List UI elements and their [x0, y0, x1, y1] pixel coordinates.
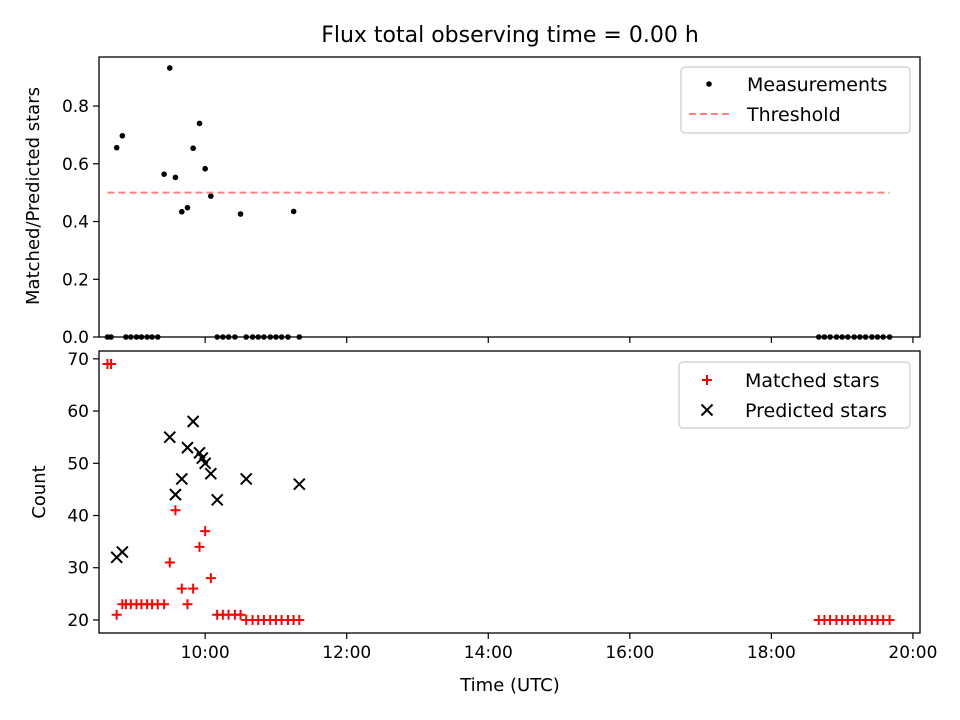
measurement-point	[202, 165, 208, 172]
matched-star-point	[188, 583, 199, 594]
matched-star-point	[235, 609, 246, 620]
y-tick-label: 0.8	[62, 97, 89, 117]
matched-star-point	[294, 614, 305, 625]
matched-star-point	[200, 526, 211, 537]
measurement-point	[119, 133, 126, 139]
bottom-panel: 20 30 40 50 60 70 10:00 12:00 14:00 16:00 18:00 20:…	[67, 350, 937, 663]
matched-star-point	[884, 614, 895, 625]
matched-star-point	[159, 599, 170, 610]
predicted-star-point	[204, 467, 218, 480]
measurement-point	[172, 174, 179, 181]
predicted-star-point	[186, 415, 200, 428]
matched-star-point	[182, 599, 193, 610]
measurement-point	[237, 211, 244, 217]
y-tick-label: 30	[67, 559, 89, 579]
y-tick-label: 0.2	[62, 270, 89, 290]
predicted-star-point	[163, 430, 176, 444]
x-tick-label: 10:00	[181, 643, 230, 663]
legend-box	[678, 361, 911, 429]
bottom-x-axis-label: Time (UTC)	[459, 675, 560, 696]
x-tick-label: 14:00	[464, 643, 513, 663]
y-tick-label: 60	[67, 402, 89, 422]
predicted-star-point	[181, 441, 194, 454]
predicted-star-point	[175, 472, 189, 486]
top-panel: 0.0 0.2 0.4 0.6 0.8 Measurements Threshold	[62, 56, 921, 348]
matched-star-point	[164, 557, 175, 568]
legend-predicted-marker	[700, 403, 714, 417]
y-tick-label: 20	[67, 611, 89, 631]
x-tick-label: 16:00	[605, 643, 654, 663]
matched-star-point	[176, 583, 187, 594]
y-tick-label: 0.4	[62, 213, 89, 233]
predicted-star-point	[198, 457, 212, 470]
matched-star-point	[194, 541, 205, 552]
figure-title: Flux total observing time = 0.00 h	[321, 23, 699, 48]
legend-label: Matched stars	[745, 370, 879, 392]
measurement-point	[290, 208, 297, 215]
y-tick-label: 40	[67, 507, 89, 527]
x-tick-label: 12:00	[322, 643, 371, 663]
legend-matched-marker	[702, 375, 712, 385]
legend-label: Predicted stars	[745, 400, 887, 422]
y-tick-label: 50	[67, 454, 89, 474]
y-tick-label: 70	[67, 350, 89, 370]
matched-star-point	[205, 573, 216, 584]
predicted-star-point	[169, 488, 182, 501]
measurement-point	[179, 208, 185, 215]
measurement-point	[208, 193, 214, 199]
matched-star-point	[111, 609, 122, 620]
legend-box	[680, 66, 911, 134]
predicted-star-point	[240, 472, 253, 486]
predicted-star-point	[116, 545, 129, 559]
y-tick-label: 0.0	[62, 328, 89, 348]
matched-star-point	[106, 359, 117, 370]
axes-frame	[98, 56, 921, 338]
measurement-point	[113, 144, 120, 151]
legend-label: Measurements	[747, 74, 887, 96]
predicted-star-point	[293, 477, 306, 491]
measurement-point	[196, 120, 203, 127]
y-tick-label: 0.6	[62, 155, 89, 175]
x-tick-label: 18:00	[747, 643, 796, 663]
top-y-axis-label: Matched/Predicted stars	[23, 87, 44, 305]
measurement-point	[190, 145, 196, 152]
x-tick-label: 20:00	[888, 643, 937, 663]
measurement-point	[161, 171, 167, 177]
axes-frame	[98, 350, 921, 634]
measurement-point	[184, 204, 191, 211]
legend-measurements-marker	[706, 81, 712, 87]
matched-star-point	[170, 505, 181, 516]
predicted-star-point	[210, 493, 224, 507]
legend-label: Threshold	[746, 104, 841, 126]
bottom-y-axis-label: Count	[29, 465, 50, 518]
measurement-point	[166, 65, 173, 71]
